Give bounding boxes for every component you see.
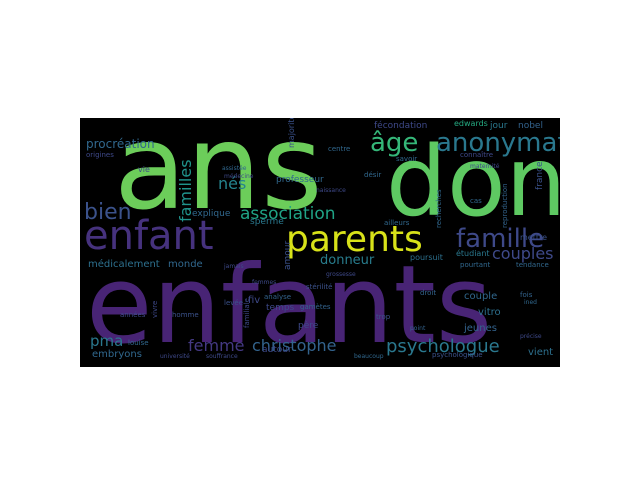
word-poursuit: poursuit xyxy=(410,253,443,262)
word-annees: années xyxy=(120,311,146,319)
word-maternite: maternité xyxy=(470,163,500,170)
word-pourtant: pourtant xyxy=(460,261,491,269)
word-familiale: familiale xyxy=(243,298,251,328)
word-embryons: embryons xyxy=(92,349,142,360)
word-recherches: recherches xyxy=(435,189,443,228)
word-jour: jour xyxy=(490,121,508,131)
word-edwards: edwards xyxy=(454,119,488,128)
word-precise: précise xyxy=(520,333,542,340)
word-cloud: ans enfants don enfant parents anonymat … xyxy=(80,118,560,367)
word-psychologique: psychologique xyxy=(432,351,483,359)
word-trop: trop xyxy=(376,313,391,321)
word-origines: origines xyxy=(86,151,114,159)
word-christophe: christophe xyxy=(252,336,337,355)
word-homme: homme xyxy=(172,311,199,319)
word-sterilite: stérilité xyxy=(306,283,333,291)
word-enfants: enfants xyxy=(86,243,493,367)
word-connaitre: connaître xyxy=(460,151,494,159)
word-nobel: nobel xyxy=(518,121,543,131)
word-fiv: fiv xyxy=(248,295,261,306)
word-vitro: vitro xyxy=(478,307,501,318)
word-couples: couples xyxy=(492,244,554,263)
word-tendance: tendance xyxy=(516,261,549,269)
word-couple: couple xyxy=(464,291,498,302)
word-nes: nés xyxy=(218,174,247,193)
word-fois: fois xyxy=(520,291,533,299)
word-medecine: médecine xyxy=(224,173,254,180)
word-sperme: sperme xyxy=(250,217,284,227)
word-procreation: procréation xyxy=(86,137,155,151)
word-vient: vient xyxy=(528,347,554,358)
word-famille: famille xyxy=(456,224,545,254)
word-association: association xyxy=(240,204,336,224)
word-don: don xyxy=(386,126,560,238)
word-point: point xyxy=(410,325,426,332)
word-naissance: naissance xyxy=(316,187,346,194)
word-grossesse: grossesse xyxy=(326,271,356,278)
word-explique: explique xyxy=(192,209,231,219)
word-parents: parents xyxy=(286,219,423,260)
word-levee: levée xyxy=(224,299,244,307)
word-pere: père xyxy=(298,321,319,331)
word-enfant: enfant xyxy=(84,213,214,259)
word-temps: temps xyxy=(266,303,295,313)
word-amour: amour xyxy=(283,240,293,270)
word-gametes: gamètes xyxy=(300,303,331,311)
word-louise: louise xyxy=(128,339,149,347)
word-age: âge xyxy=(370,128,419,158)
word-reproduction: reproduction xyxy=(501,183,509,228)
word-femmes: femmes xyxy=(252,279,277,286)
word-bien: bien xyxy=(84,200,132,225)
word-ailleurs: ailleurs xyxy=(384,219,410,227)
word-savoir: savoir xyxy=(396,155,418,163)
word-ans: ans xyxy=(114,118,323,236)
word-ined: ined xyxy=(524,299,537,306)
word-donneur: donneur xyxy=(320,253,375,268)
word-centre: centre xyxy=(328,145,351,153)
word-medicalement: médicalement xyxy=(88,259,160,270)
word-cas: cas xyxy=(470,197,482,205)
word-psychologue: psychologue xyxy=(386,336,500,357)
word-jamais: jamais xyxy=(224,263,244,270)
word-vie: vie xyxy=(138,165,150,174)
word-monde: monde xyxy=(168,259,203,270)
word-beaucoup: beaucoup xyxy=(354,353,384,360)
word-fecondation: fécondation xyxy=(374,121,428,131)
word-vivre: vivre xyxy=(151,300,159,318)
word-pma: pma xyxy=(90,332,124,350)
word-femme: femme xyxy=(188,336,245,355)
word-jeunes: jeunes xyxy=(464,323,497,334)
word-anonymat: anonymat xyxy=(436,128,560,158)
word-france: france xyxy=(535,161,545,190)
word-assistee: assistée xyxy=(222,165,247,172)
word-souffrance: souffrance xyxy=(206,353,238,360)
word-droit: droit xyxy=(420,289,437,297)
word-autour: autour xyxy=(262,345,292,355)
word-professeur: professeur xyxy=(276,175,324,185)
word-etudiant: étudiant xyxy=(456,249,490,258)
word-analyse: analyse xyxy=(264,293,292,301)
word-mettre: mettre xyxy=(520,233,548,242)
word-majorite: majorité xyxy=(287,118,296,148)
word-desir: désir xyxy=(364,171,382,179)
word-universite: université xyxy=(160,353,190,360)
